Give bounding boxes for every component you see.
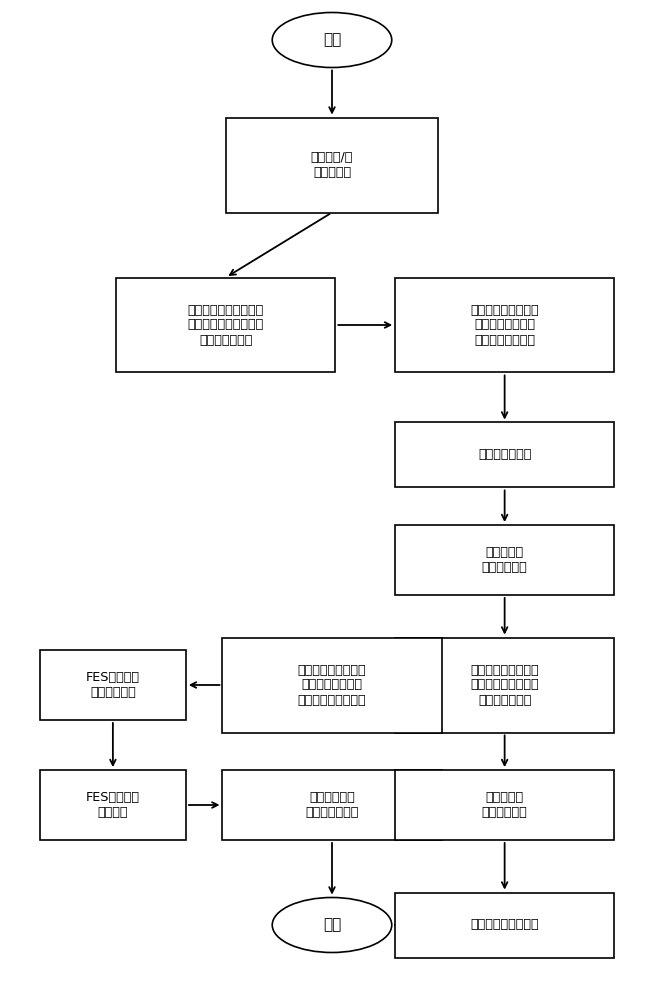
FancyBboxPatch shape: [226, 117, 438, 213]
FancyBboxPatch shape: [40, 770, 186, 840]
FancyBboxPatch shape: [395, 277, 614, 372]
FancyBboxPatch shape: [395, 770, 614, 840]
Text: 服务器判定
用户体型类别: 服务器判定 用户体型类别: [482, 546, 527, 574]
Text: 服务器计算
锻炼参数偏差: 服务器计算 锻炼参数偏差: [482, 791, 527, 819]
Text: 通讯单元接收
执行情况并反馈: 通讯单元接收 执行情况并反馈: [305, 791, 359, 819]
Text: 完成: 完成: [323, 918, 341, 932]
FancyBboxPatch shape: [395, 892, 614, 958]
Text: 通讯单元传输周期训
练计划、单日训练
程序及计划锻炼参数: 通讯单元传输周期训 练计划、单日训练 程序及计划锻炼参数: [297, 664, 367, 706]
FancyBboxPatch shape: [40, 650, 186, 720]
FancyBboxPatch shape: [395, 525, 614, 595]
FancyBboxPatch shape: [395, 638, 614, 732]
Text: 服务器比值计算: 服务器比值计算: [478, 448, 531, 462]
Text: FES执行单元
接受控制指令: FES执行单元 接受控制指令: [86, 671, 140, 699]
FancyBboxPatch shape: [222, 638, 442, 732]
Text: 服务器制定周期训练
计划、单日训练程序
及计划锻炼参数: 服务器制定周期训练 计划、单日训练程序 及计划锻炼参数: [470, 664, 539, 706]
Text: FES执行单元
执行指令: FES执行单元 执行指令: [86, 791, 140, 819]
FancyBboxPatch shape: [116, 277, 335, 372]
Text: 通讯单元中输入性别、
年龄、用户体测数据，
并发送给服务器: 通讯单元中输入性别、 年龄、用户体测数据， 并发送给服务器: [188, 304, 264, 347]
Text: 服务器记录执行情况: 服务器记录执行情况: [470, 918, 539, 932]
Text: 开始: 开始: [323, 32, 341, 47]
FancyBboxPatch shape: [395, 422, 614, 487]
FancyBboxPatch shape: [222, 770, 442, 840]
Ellipse shape: [272, 12, 392, 68]
Text: 用户登录/注
册通讯单元: 用户登录/注 册通讯单元: [311, 151, 353, 179]
Text: 服务器根据性别、年
龄判定标准组，并
提取标准体测数据: 服务器根据性别、年 龄判定标准组，并 提取标准体测数据: [470, 304, 539, 347]
Ellipse shape: [272, 898, 392, 952]
